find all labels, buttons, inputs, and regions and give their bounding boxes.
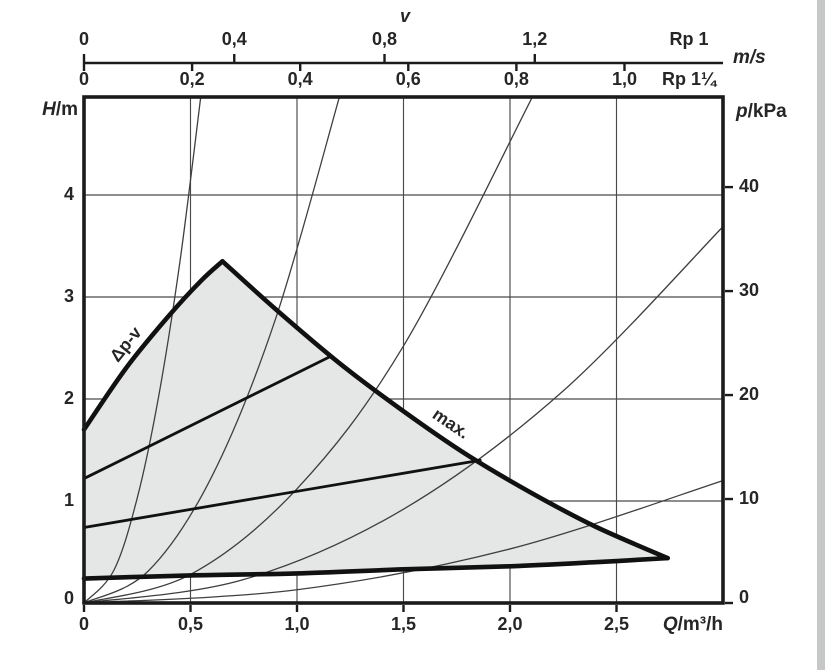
velocity-axis-unit: m/s: [733, 47, 766, 68]
velocity-tick-label: 0,8: [504, 69, 529, 89]
x-tick-label: 2,0: [497, 614, 522, 634]
velocity-tick-label: 0: [79, 29, 89, 49]
velocity-tick-label: 0,6: [396, 69, 421, 89]
pipe-size-label: Rp 1: [669, 29, 708, 49]
pipe-friction-curve-4: [83, 226, 724, 604]
pipe-size-label: Rp 1¼: [662, 69, 718, 89]
dpv-upper-limit: [81, 259, 225, 432]
velocity-tick-label: 0: [79, 69, 89, 89]
y-left-axis-title: H/m: [42, 99, 78, 120]
velocity-tick-label: 0,2: [180, 69, 205, 89]
y-right-tick-label: 40: [739, 176, 759, 196]
x-axis-title: Q/m³/h: [663, 614, 723, 635]
page-edge-strip: [817, 0, 825, 670]
y-right-tick-label: 10: [739, 488, 759, 508]
max-curve: [220, 259, 670, 561]
velocity-axis-title: v: [400, 6, 411, 26]
pipe-friction-curve-3: [83, 96, 533, 604]
x-tick-label: 2,5: [604, 614, 629, 634]
x-tick-label: 0: [79, 614, 89, 634]
y-left-tick-label: 1: [64, 490, 74, 510]
velocity-tick-label: 0,8: [372, 29, 397, 49]
velocity-tick-label: 0,4: [288, 69, 313, 89]
velocity-tick-label: 0,4: [222, 29, 247, 49]
velocity-tick-label: 1,0: [612, 69, 637, 89]
y-right-tick-label: 0: [739, 587, 749, 607]
shaded-operating-region: [84, 261, 668, 579]
velocity-tick-label: 1,2: [522, 29, 547, 49]
setting-curve-upper: [82, 354, 333, 480]
y-right-tick-label: 30: [739, 280, 759, 300]
y-left-tick-label: 0: [64, 588, 74, 608]
pipe-friction-curve-5: [83, 479, 724, 604]
y-left-tick-label: 2: [64, 388, 74, 408]
x-tick-label: 0,5: [178, 614, 203, 634]
plot-frame: [82, 95, 725, 605]
min-curve-bottom: [81, 555, 670, 581]
pipe-friction-curve-2: [83, 96, 341, 604]
y-right-tick-label: 20: [739, 384, 759, 404]
y-left-tick-label: 4: [64, 184, 74, 204]
setting-curve-lower: [82, 458, 482, 529]
pipe-friction-curve-1: [83, 96, 202, 604]
x-tick-label: 1,0: [284, 614, 309, 634]
x-tick-label: 1,5: [391, 614, 416, 634]
y-left-tick-label: 3: [64, 286, 74, 306]
y-right-axis-title: p/kPa: [735, 101, 787, 122]
